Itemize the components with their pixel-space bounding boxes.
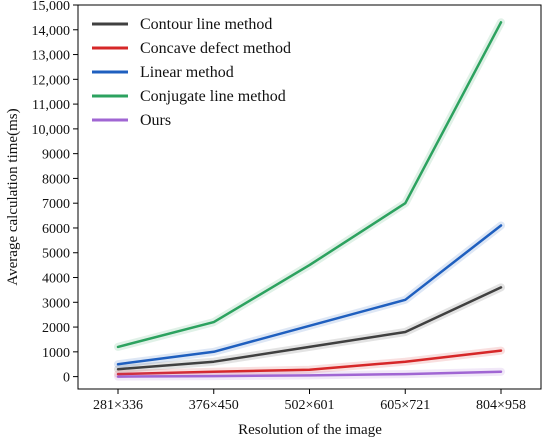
y-tick-label: 4000 [42, 272, 70, 287]
y-tick-label: 1000 [42, 346, 70, 361]
y-tick-label: 6000 [42, 222, 70, 237]
plot-frame [77, 4, 542, 390]
legend: Contour line method Concave defect method… [92, 16, 291, 129]
x-tick-label: 804×958 [476, 398, 526, 413]
y-tick-label: 10,000 [32, 123, 71, 138]
x-axis-title: Resolution of the image [238, 422, 382, 438]
y-tick-label: 3000 [42, 296, 70, 311]
y-tick-label: 12,000 [32, 73, 71, 88]
y-tick-label: 8000 [42, 172, 70, 187]
y-tick-label: 2000 [42, 321, 70, 336]
legend-label: Concave defect method [140, 40, 291, 57]
y-tick-label: 11,000 [32, 98, 70, 113]
y-tick-label: 5000 [42, 247, 70, 262]
series-line-3 [116, 224, 503, 366]
x-tick-label: 605×721 [380, 398, 430, 413]
x-tick-label: 376×450 [189, 398, 239, 413]
x-axis: 281×336 376×450 502×601 605×721 804×958 [93, 389, 526, 413]
y-tick-label: 0 [63, 371, 70, 386]
legend-label: Ours [140, 112, 171, 129]
y-axis: 0 1000 2000 3000 4000 5000 6000 7000 8000 9000 10,… [32, 0, 78, 386]
x-tick-label: 281×336 [93, 398, 143, 413]
series-line-5 [116, 370, 503, 378]
x-tick-label: 502×601 [285, 398, 335, 413]
y-tick-label: 9000 [42, 148, 70, 163]
y-tick-label: 15,000 [32, 0, 71, 14]
y-tick-label: 14,000 [32, 24, 71, 39]
series-line-2 [116, 349, 503, 376]
y-tick-label: 7000 [42, 197, 70, 212]
legend-label: Conjugate line method [140, 88, 286, 105]
y-tick-label: 13,000 [32, 49, 71, 64]
y-axis-title: Average calculation time(ms) [5, 108, 21, 285]
legend-label: Contour line method [140, 16, 272, 33]
series-line-4 [116, 21, 503, 349]
series-lines [114, 18, 505, 381]
series-line-1 [116, 286, 503, 371]
legend-label: Linear method [140, 64, 234, 81]
